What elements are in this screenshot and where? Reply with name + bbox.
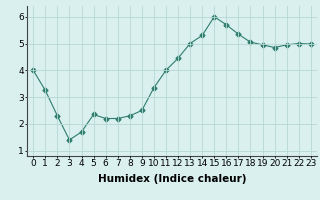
X-axis label: Humidex (Indice chaleur): Humidex (Indice chaleur) <box>98 174 246 184</box>
